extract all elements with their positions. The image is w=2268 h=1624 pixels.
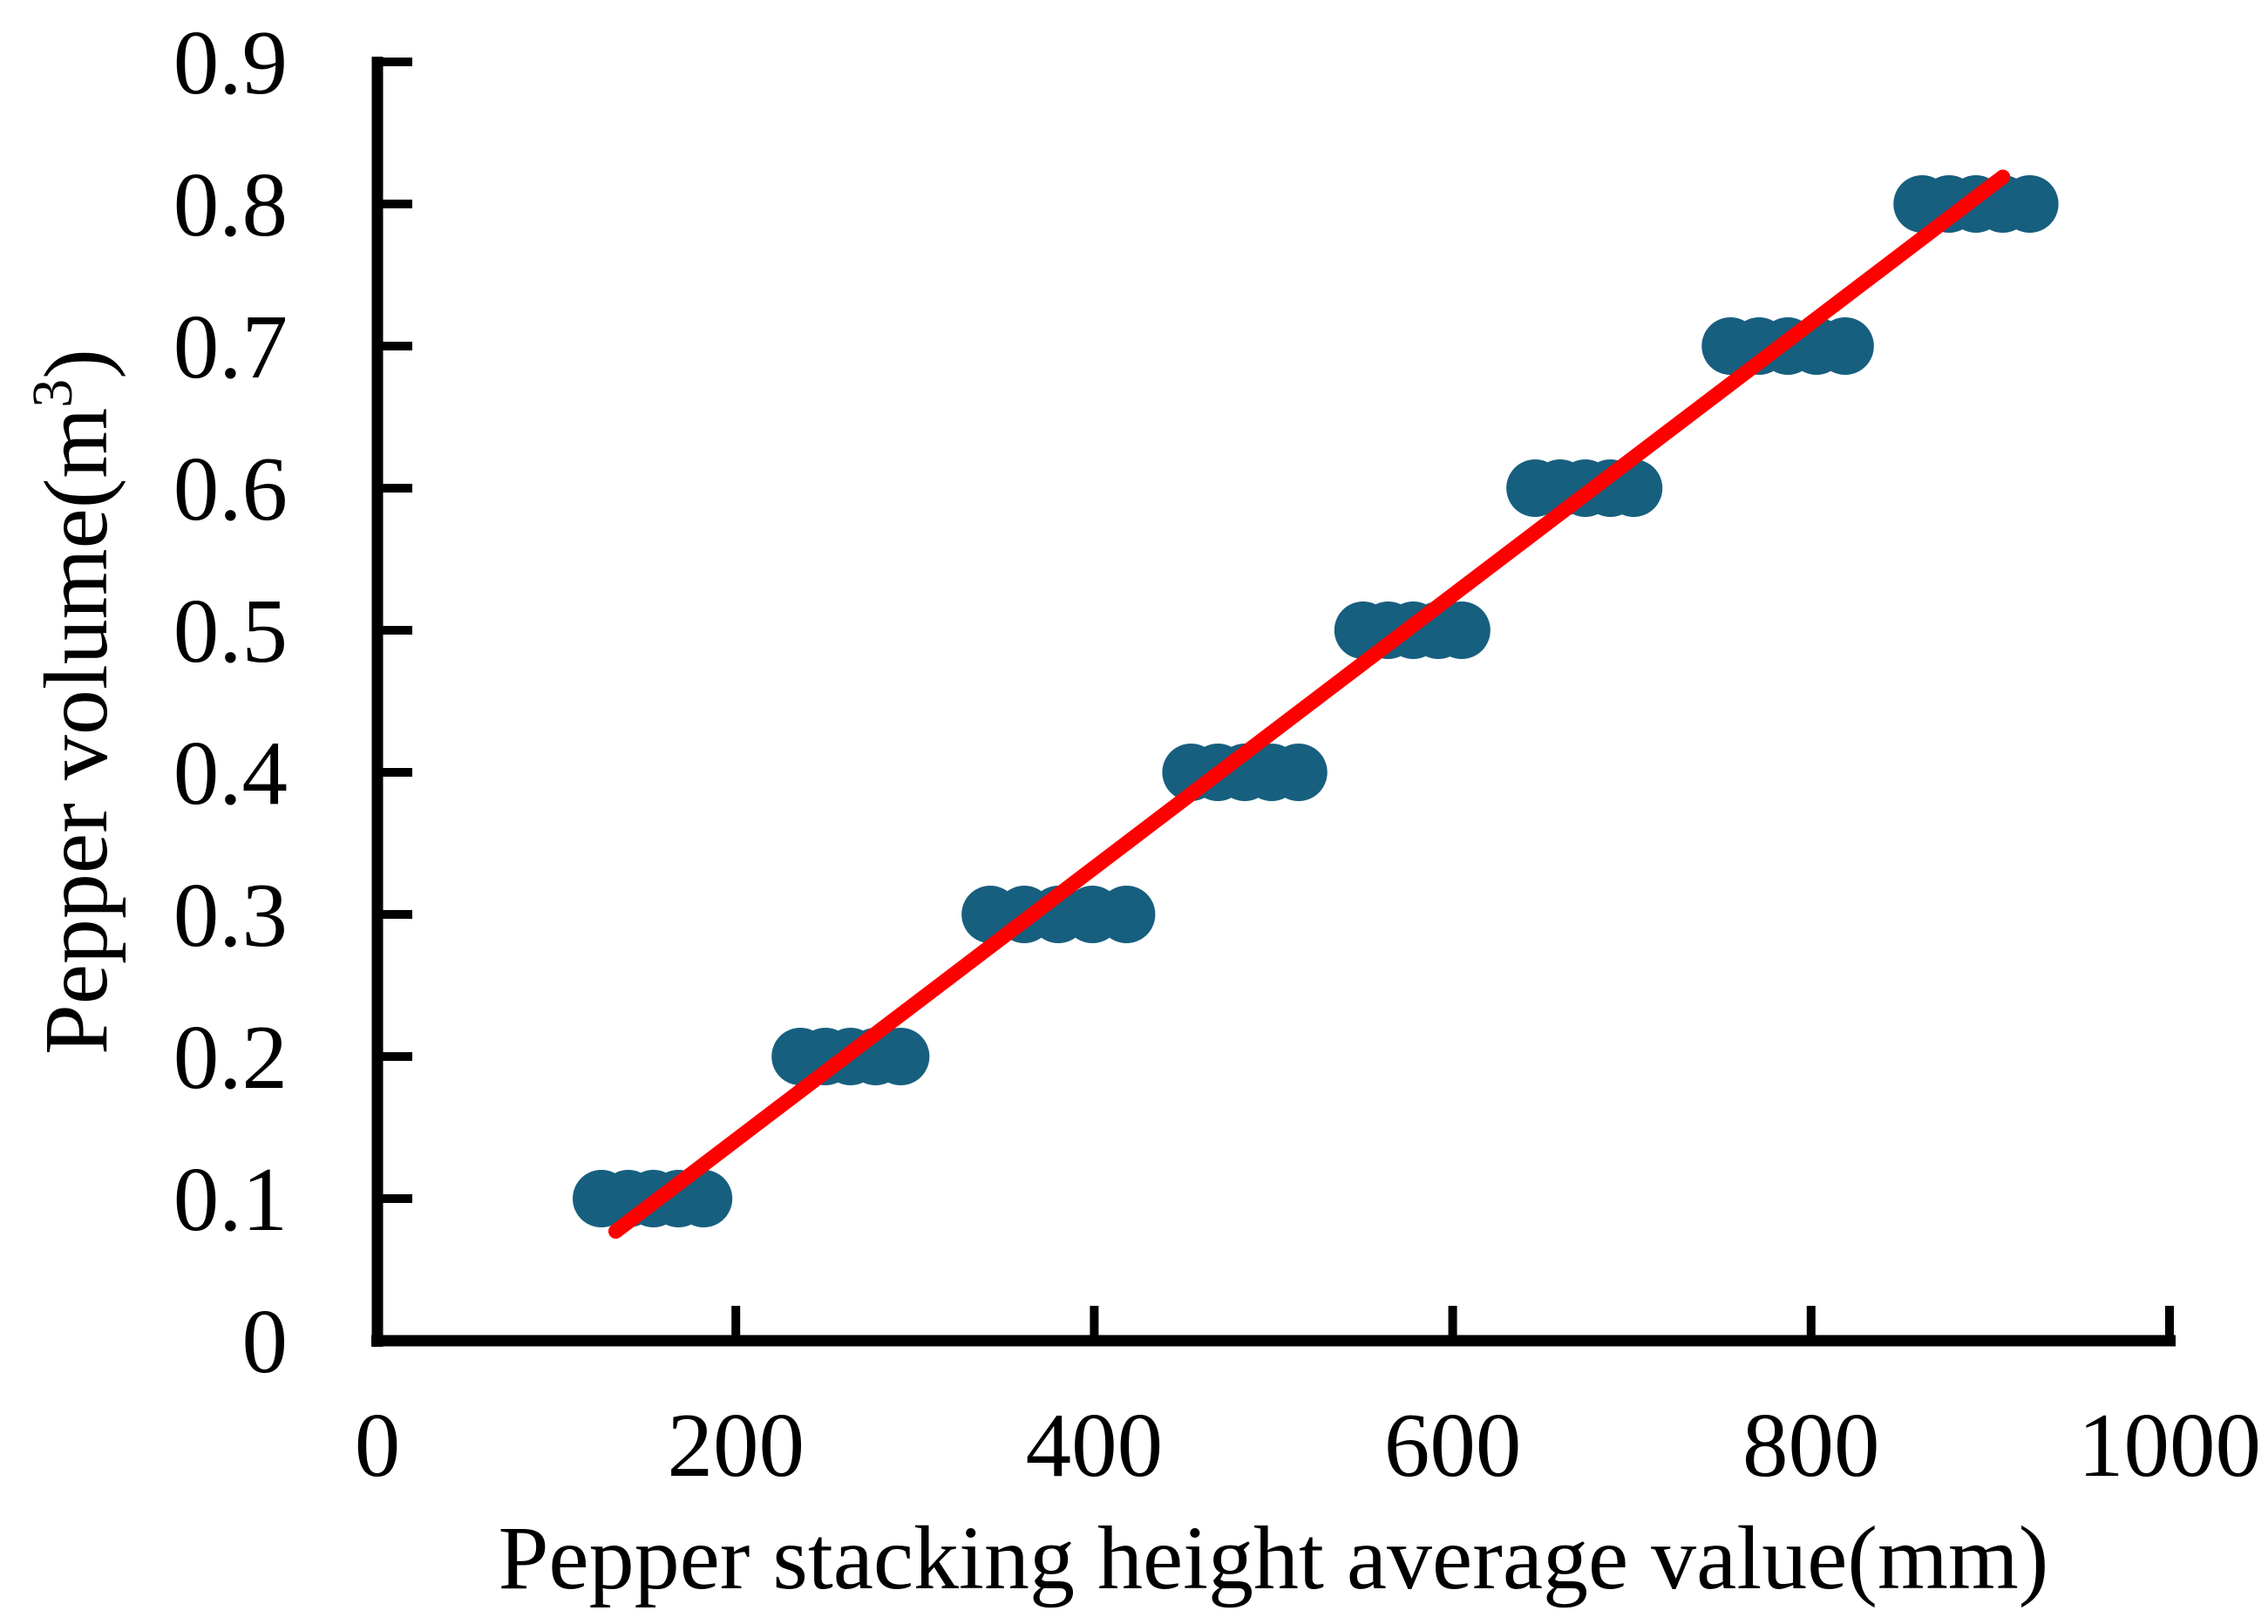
y-tick-label: 0.4 — [173, 722, 288, 824]
x-tick-label: 400 — [1026, 1394, 1164, 1496]
y-axis-title-superscript: 3 — [21, 379, 85, 408]
x-tick-label: 1000 — [2078, 1394, 2261, 1496]
y-tick-label: 0.5 — [173, 580, 288, 682]
y-axis-title-close: ) — [26, 349, 126, 379]
x-tick-label: 0 — [355, 1394, 401, 1496]
data-point — [1269, 744, 1328, 801]
y-tick-label: 0.9 — [173, 11, 288, 113]
x-axis-title: Pepper stacking height average value(mm) — [499, 1508, 2049, 1608]
y-tick-label: 0.8 — [173, 153, 288, 255]
data-point — [1097, 886, 1156, 943]
x-tick-label: 800 — [1742, 1394, 1880, 1496]
data-point — [1816, 317, 1874, 375]
data-point — [1432, 601, 1490, 659]
y-tick-label: 0.7 — [173, 296, 288, 398]
y-tick-label: 0.1 — [173, 1148, 288, 1250]
y-tick-label: 0.6 — [173, 438, 288, 540]
x-tick-label: 600 — [1384, 1394, 1522, 1496]
y-axis-title: Pepper volume(m3) — [21, 349, 126, 1055]
fit-line — [608, 169, 2011, 1239]
y-tick-label: 0.3 — [173, 864, 288, 966]
y-tick-label: 0.2 — [173, 1006, 288, 1108]
y-axis-title-base: Pepper volume(m — [26, 408, 126, 1055]
data-point — [2000, 175, 2059, 233]
x-tick-label: 200 — [667, 1394, 805, 1496]
y-tick-label: 0 — [242, 1290, 289, 1392]
data-point — [872, 1028, 930, 1085]
